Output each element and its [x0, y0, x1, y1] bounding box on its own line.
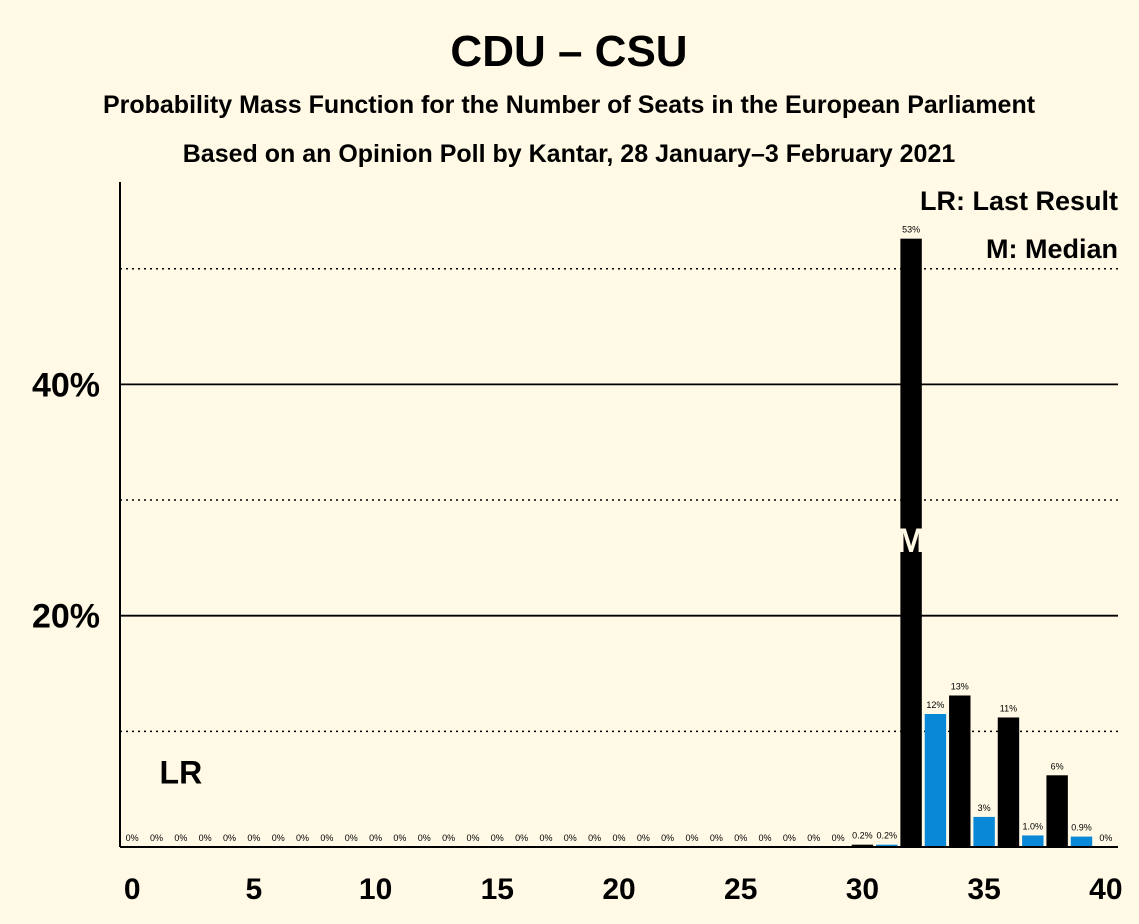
bar-label-seat-25: 0% [734, 833, 747, 843]
bar-label-seat-35: 3% [978, 803, 991, 813]
bar-labels: 0% 0% 0% 0% 0% 0% 0% 0% 0% 0% 0% 0% 0% 0% 0% 0% 0% 0% 0% 0%… [126, 225, 1113, 843]
bar-label-seat-26: 0% [759, 833, 772, 843]
x-tick-label-5: 5 [246, 873, 263, 906]
x-tick-label-10: 10 [359, 873, 392, 906]
x-tick-label-20: 20 [602, 873, 635, 906]
bar-label-seat-12: 0% [418, 833, 431, 843]
bar-label-seat-1: 0% [150, 833, 163, 843]
bar-label-seat-33: 12% [926, 700, 944, 710]
bar-label-seat-7: 0% [296, 833, 309, 843]
bar-label-seat-37: 1.0% [1023, 821, 1044, 831]
bar-label-seat-32: 53% [902, 225, 920, 235]
bar-label-seat-4: 0% [223, 833, 236, 843]
bar-label-seat-14: 0% [466, 833, 479, 843]
chart-title: CDU – CSU [450, 27, 687, 76]
bar-seat-33 [924, 714, 947, 847]
bar-label-seat-34: 13% [951, 681, 969, 691]
bar-label-seat-2: 0% [174, 833, 187, 843]
x-tick-label-35: 35 [967, 873, 1000, 906]
legend-median: M: Median [986, 234, 1118, 264]
bar-label-seat-39: 0.9% [1071, 823, 1092, 833]
x-tick-label-30: 30 [846, 873, 879, 906]
bar-label-seat-30: 0.2% [852, 831, 873, 841]
bar-seat-32 [900, 238, 922, 848]
median-marker: M [897, 522, 925, 560]
bar-label-seat-38: 6% [1051, 761, 1064, 771]
bar-label-seat-23: 0% [686, 833, 699, 843]
bar-label-seat-15: 0% [491, 833, 504, 843]
axes: 20% 40% 0 5 10 15 20 25 30 35 40 [32, 182, 1123, 906]
bar-label-seat-0: 0% [126, 833, 139, 843]
bars [851, 238, 1093, 848]
bar-seat-30 [851, 844, 874, 847]
bar-label-seat-11: 0% [393, 833, 406, 843]
last-result-marker: LR [160, 754, 203, 790]
bar-label-seat-13: 0% [442, 833, 455, 843]
bar-seat-35 [973, 816, 995, 847]
bar-label-seat-28: 0% [807, 833, 820, 843]
bar-label-seat-21: 0% [637, 833, 650, 843]
bar-label-seat-31: 0.2% [876, 831, 897, 841]
bar-label-seat-6: 0% [272, 833, 285, 843]
x-tick-label-0: 0 [124, 873, 141, 906]
bar-seat-37 [1022, 835, 1044, 847]
bar-label-seat-36: 11% [1000, 703, 1017, 713]
bar-label-seat-22: 0% [661, 833, 674, 843]
bar-label-seat-17: 0% [539, 833, 552, 843]
bar-seat-34 [949, 695, 971, 847]
bar-seat-31 [876, 844, 898, 847]
bar-label-seat-10: 0% [369, 833, 382, 843]
bar-label-seat-27: 0% [783, 833, 796, 843]
bar-label-seat-29: 0% [832, 833, 845, 843]
bar-label-seat-8: 0% [320, 833, 333, 843]
bar-label-seat-5: 0% [247, 833, 260, 843]
chart-subtitle-poll: Based on an Opinion Poll by Kantar, 28 J… [183, 140, 956, 168]
bar-seat-39 [1070, 836, 1093, 847]
gridlines [120, 267, 1118, 733]
bar-label-seat-20: 0% [612, 833, 625, 843]
bar-label-seat-19: 0% [588, 833, 601, 843]
y-tick-label-20: 20% [32, 598, 100, 636]
bar-seat-38 [1046, 775, 1068, 847]
bar-seat-36 [997, 717, 1020, 847]
y-tick-label-40: 40% [32, 366, 100, 404]
bar-label-seat-24: 0% [710, 833, 723, 843]
bar-label-seat-3: 0% [199, 833, 212, 843]
legend-last-result: LR: Last Result [920, 186, 1118, 216]
bar-label-seat-9: 0% [345, 833, 358, 843]
bar-label-seat-16: 0% [515, 833, 528, 843]
x-tick-label-15: 15 [481, 873, 514, 906]
bar-label-seat-18: 0% [564, 833, 577, 843]
x-tick-label-25: 25 [724, 873, 757, 906]
x-tick-label-40: 40 [1089, 873, 1122, 906]
bar-label-seat-40: 0% [1099, 833, 1112, 843]
chart-subtitle: Probability Mass Function for the Number… [103, 91, 1036, 119]
